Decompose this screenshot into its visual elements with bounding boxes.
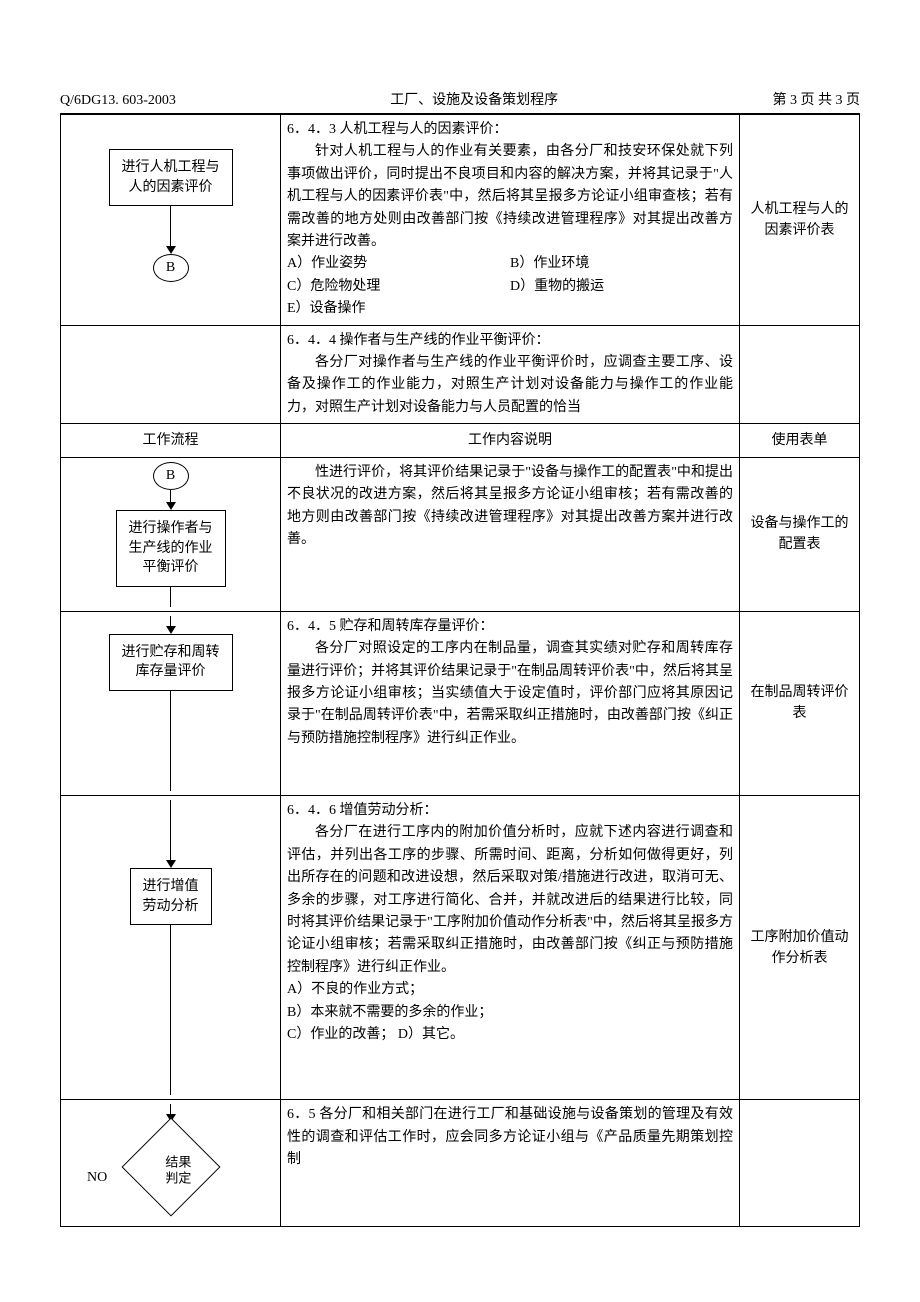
table-row: NO 结果判定 6．5 各分厂和相关部门在进行工厂和基础设施与设备策划的管理及有效性…: [61, 1100, 860, 1227]
table-row: B 进行操作者与生产线的作业平衡评价性进行评价，将其评价结果记录于"设备与操作工的…: [61, 458, 860, 612]
doc-number: Q/6DG13. 603-2003: [60, 90, 176, 111]
procedure-table: 进行人机工程与人的因素评价 B 6．4．3 人机工程与人的因素评价：针对人机工程与人…: [60, 114, 860, 1227]
doc-title: 工厂、设施及设备策划程序: [390, 90, 558, 111]
flow-connector: B: [153, 254, 189, 282]
flow-cell: 进行贮存和周转库存量评价: [61, 611, 281, 795]
desc-list-item: C）作业的改善； D）其它。: [287, 1024, 733, 1046]
desc-body: 针对人机工程与人的作业有关要素，由各分厂和技安环保处就下列事项做出评价，同时提出…: [287, 141, 733, 253]
desc-list-row: C）危险物处理D）重物的搬运: [287, 276, 733, 298]
table-row: 进行人机工程与人的因素评价 B 6．4．3 人机工程与人的因素评价：针对人机工程与人…: [61, 115, 860, 326]
table-row: 6．4．4 操作者与生产线的作业平衡评价：各分厂对操作者与生产线的作业平衡评价时…: [61, 325, 860, 424]
desc-list-row: A）作业姿势B）作业环境: [287, 253, 733, 275]
description-cell: 6．5 各分厂和相关部门在进行工厂和基础设施与设备策划的管理及有效性的调查和评估…: [281, 1100, 740, 1227]
form-cell: [740, 325, 860, 424]
col-header-desc: 工作内容说明: [281, 424, 740, 458]
description-cell: 6．4．4 操作者与生产线的作业平衡评价：各分厂对操作者与生产线的作业平衡评价时…: [281, 325, 740, 424]
page-number: 第 3 页 共 3 页: [772, 90, 860, 111]
desc-body: 各分厂对操作者与生产线的作业平衡评价时，应调查主要工序、设备及操作工的作业能力，…: [287, 352, 733, 419]
flow-cell: NO 结果判定: [61, 1100, 281, 1227]
desc-body: 6．5 各分厂和相关部门在进行工厂和基础设施与设备策划的管理及有效性的调查和评估…: [287, 1104, 733, 1171]
description-cell: 6．4．6 增值劳动分析：各分厂在进行工序内的附加价值分析时，应就下述内容进行调…: [281, 796, 740, 1100]
flow-process-box: 进行增值劳动分析: [130, 868, 212, 925]
flow-process-box: 进行贮存和周转库存量评价: [109, 634, 233, 691]
flow-connector: B: [153, 462, 189, 490]
col-header-flow: 工作流程: [61, 424, 281, 458]
flow-decision: 结果判定: [121, 1118, 220, 1217]
form-cell: [740, 1100, 860, 1227]
form-cell: 在制品周转评价表: [740, 611, 860, 795]
desc-list-item: B）本来就不需要的多余的作业；: [287, 1002, 733, 1024]
flow-cell: 进行人机工程与人的因素评价 B: [61, 115, 281, 326]
flow-cell: B 进行操作者与生产线的作业平衡评价: [61, 458, 281, 612]
desc-title: 6．4．5 贮存和周转库存量评价：: [287, 616, 733, 638]
description-cell: 6．4．5 贮存和周转库存量评价：各分厂对照设定的工序内在制品量，调查其实绩对贮…: [281, 611, 740, 795]
sub-header-row: 工作流程 工作内容说明 使用表单: [61, 424, 860, 458]
desc-title: 6．4．4 操作者与生产线的作业平衡评价：: [287, 330, 733, 352]
flow-process-box: 进行操作者与生产线的作业平衡评价: [116, 510, 226, 587]
desc-body: 性进行评价，将其评价结果记录于"设备与操作工的配置表"中和提出不良状况的改进方案…: [287, 462, 733, 552]
flow-cell: [61, 325, 281, 424]
description-cell: 性进行评价，将其评价结果记录于"设备与操作工的配置表"中和提出不良状况的改进方案…: [281, 458, 740, 612]
desc-list-row: E）设备操作: [287, 298, 733, 320]
description-cell: 6．4．3 人机工程与人的因素评价：针对人机工程与人的作业有关要素，由各分厂和技…: [281, 115, 740, 326]
form-cell: 设备与操作工的配置表: [740, 458, 860, 612]
form-cell: 工序附加价值动作分析表: [740, 796, 860, 1100]
table-row: 进行贮存和周转库存量评价 6．4．5 贮存和周转库存量评价：各分厂对照设定的工序内…: [61, 611, 860, 795]
desc-title: 6．4．6 增值劳动分析：: [287, 800, 733, 822]
desc-list-item: A）不良的作业方式；: [287, 979, 733, 1001]
desc-body: 各分厂在进行工序内的附加价值分析时，应就下述内容进行调查和评估，并列出各工序的步…: [287, 822, 733, 979]
desc-title: 6．4．3 人机工程与人的因素评价：: [287, 119, 733, 141]
page-header: Q/6DG13. 603-2003 工厂、设施及设备策划程序 第 3 页 共 3…: [60, 90, 860, 114]
table-row: 进行增值劳动分析 6．4．6 增值劳动分析：各分厂在进行工序内的附加价值分析时，应…: [61, 796, 860, 1100]
flow-process-box: 进行人机工程与人的因素评价: [109, 149, 233, 206]
decision-no-label: NO: [87, 1167, 107, 1188]
form-cell: 人机工程与人的因素评价表: [740, 115, 860, 326]
flow-cell: 进行增值劳动分析: [61, 796, 281, 1100]
col-header-form: 使用表单: [740, 424, 860, 458]
desc-body: 各分厂对照设定的工序内在制品量，调查其实绩对贮存和周转库存量进行评价；并将其评价…: [287, 638, 733, 750]
